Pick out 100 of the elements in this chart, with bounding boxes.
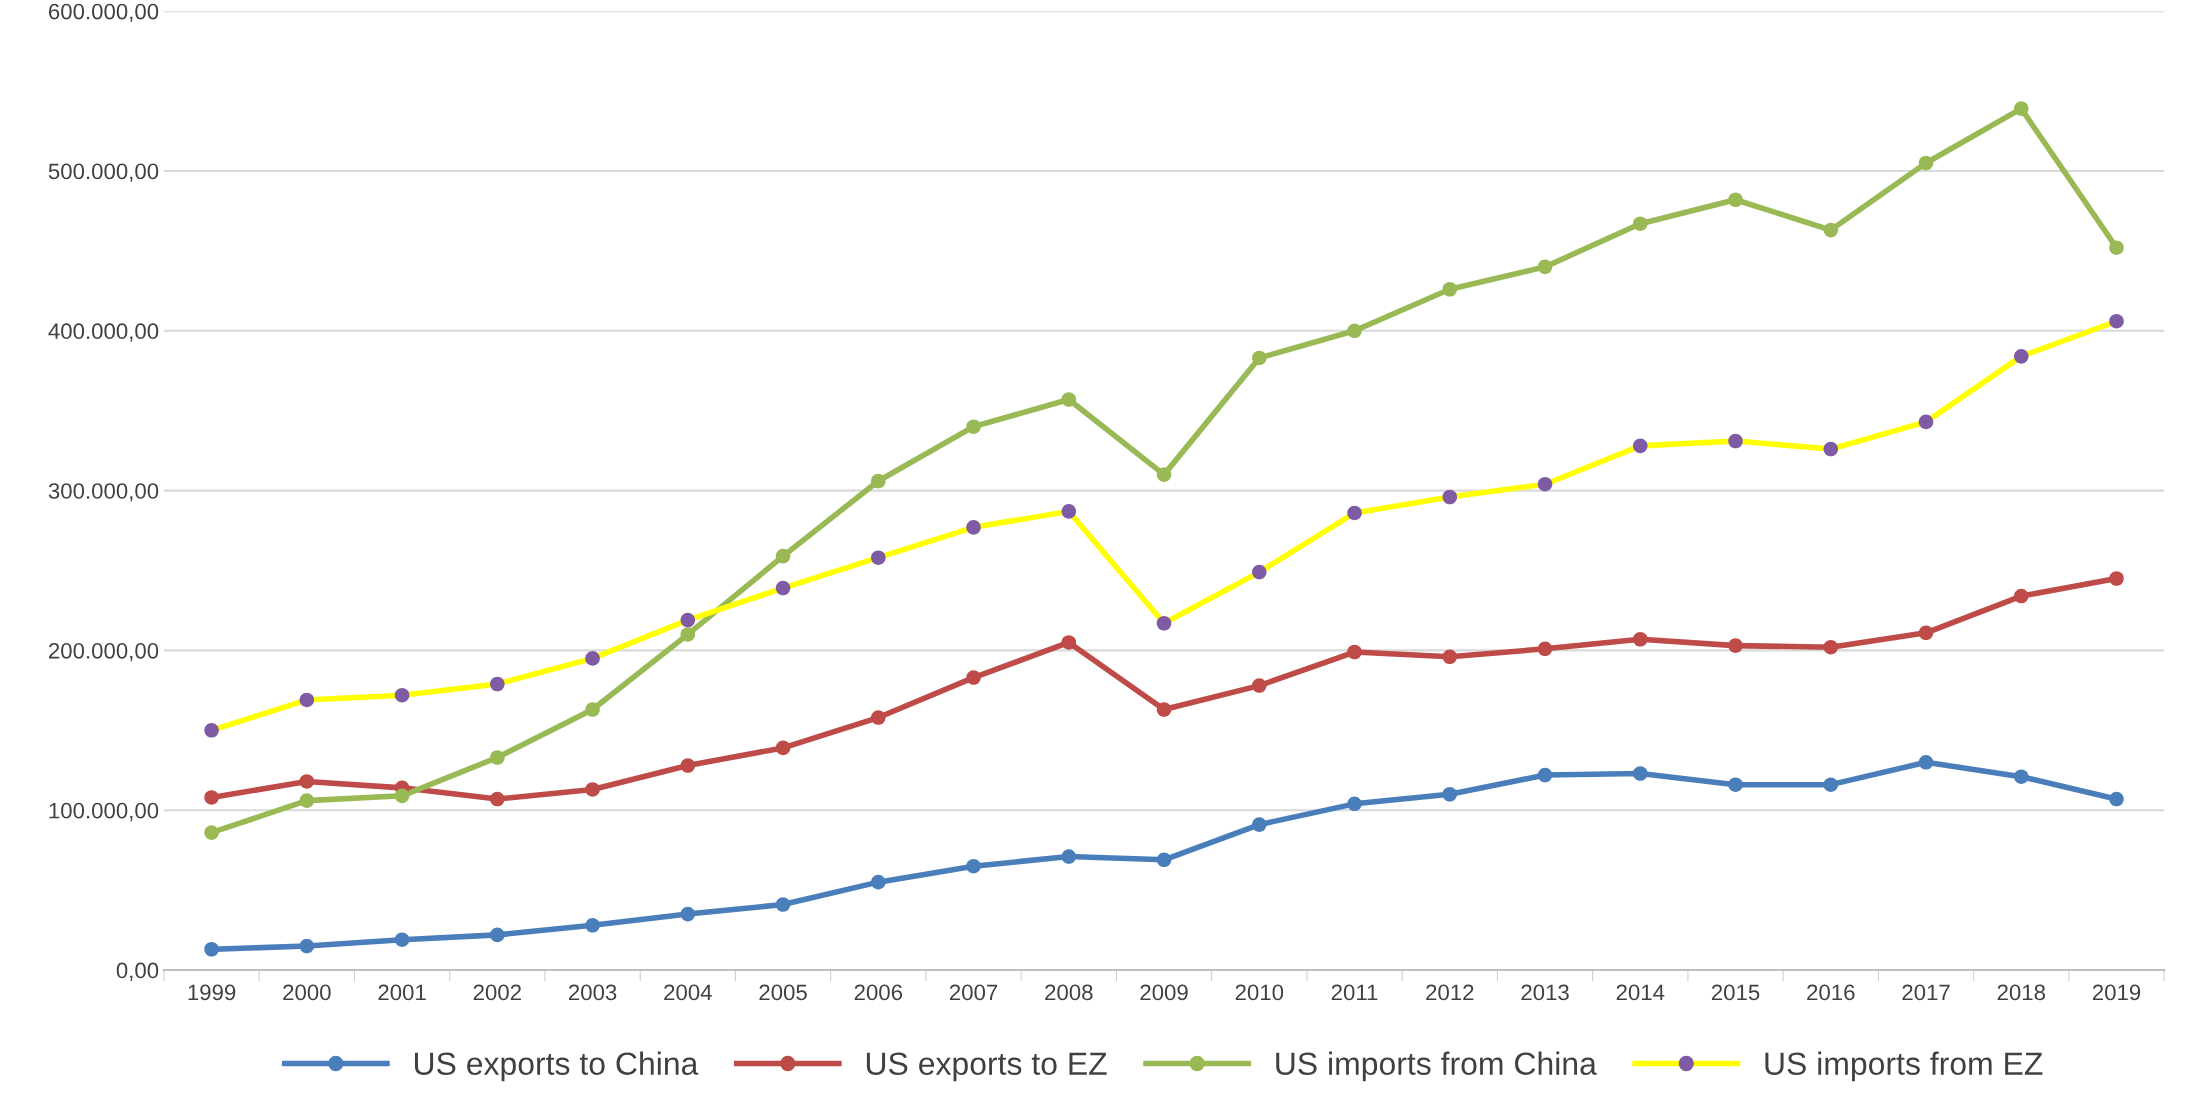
point <box>1728 638 1743 653</box>
point <box>299 692 315 708</box>
point <box>1347 505 1362 521</box>
point <box>1918 625 1934 641</box>
point <box>871 710 886 725</box>
x-tick-label: 2016 <box>1807 984 1855 1001</box>
point <box>299 774 315 789</box>
point <box>966 520 981 535</box>
point <box>680 758 696 773</box>
point <box>1442 281 1458 297</box>
x-tick-label: 2018 <box>1997 984 2046 1001</box>
x-tick-label: 2009 <box>1140 984 1188 1001</box>
y-tick-label: 400.000,00 <box>48 323 159 342</box>
point <box>394 788 410 804</box>
point <box>394 687 410 703</box>
point <box>1823 222 1839 238</box>
point <box>1823 441 1839 457</box>
point <box>1252 350 1267 366</box>
x-tick-label: 2015 <box>1711 984 1760 1001</box>
point <box>871 874 886 890</box>
point <box>204 790 219 805</box>
point <box>1061 849 1077 864</box>
x-tick-label: 2001 <box>378 984 426 1001</box>
point <box>966 419 981 434</box>
point <box>680 627 696 642</box>
y-tick-label: 0,00 <box>116 962 159 981</box>
point <box>585 782 600 797</box>
point <box>871 473 886 489</box>
x-tick-label: 2012 <box>1426 984 1474 1001</box>
x-tick-label: 2007 <box>949 984 998 1001</box>
y-tick-label: 100.000,00 <box>49 802 159 822</box>
x-tick-label: 2004 <box>664 984 712 1001</box>
point <box>2109 313 2124 329</box>
x-tick-label: 2003 <box>568 984 617 1001</box>
point <box>1823 777 1839 792</box>
x-tick-label: 2014 <box>1616 984 1665 1001</box>
x-tick-label: 2013 <box>1521 984 1569 1001</box>
x-tick-label: 1999 <box>188 984 236 1001</box>
point <box>1252 817 1267 832</box>
point <box>1632 766 1648 781</box>
point <box>1156 467 1172 482</box>
point <box>966 858 981 874</box>
point <box>490 927 505 943</box>
point <box>680 612 696 628</box>
point <box>394 932 410 947</box>
point <box>2013 349 2029 364</box>
point <box>1061 635 1077 650</box>
point <box>2109 571 2124 586</box>
point <box>1252 678 1267 693</box>
point <box>2013 588 2029 604</box>
x-tick-label: 2008 <box>1045 984 1093 1001</box>
point <box>2013 101 2029 116</box>
point <box>775 740 791 756</box>
point <box>490 750 505 765</box>
point <box>1728 777 1743 792</box>
point <box>1632 216 1648 231</box>
point <box>1156 702 1172 717</box>
x-tick-label: 2006 <box>854 984 903 1001</box>
point <box>2109 791 2124 807</box>
legend-label: US imports from EZ <box>1765 1051 2043 1082</box>
point <box>1347 323 1362 339</box>
y-tick-label: 500.000,00 <box>48 163 159 182</box>
point <box>1347 796 1362 812</box>
y-tick-label: 200.000,00 <box>49 642 159 662</box>
point <box>1442 786 1458 802</box>
x-tick-label: 2017 <box>1902 984 1950 1001</box>
point <box>775 580 791 596</box>
point <box>775 897 791 912</box>
y-tick-label: 600.000,00 <box>49 3 159 23</box>
point <box>1728 192 1743 208</box>
point <box>1061 392 1077 407</box>
point <box>2013 769 2029 784</box>
point <box>1918 414 1934 430</box>
point <box>1918 755 1934 770</box>
point <box>1537 641 1553 657</box>
point <box>1252 564 1267 580</box>
x-tick-label: 2002 <box>473 984 521 1001</box>
point <box>1918 155 1934 171</box>
point <box>1347 644 1362 660</box>
point <box>1442 649 1458 665</box>
x-tick-label: 2010 <box>1235 984 1284 1001</box>
point <box>1537 476 1553 492</box>
point <box>204 941 219 957</box>
legend-label: US exports to EZ <box>866 1052 1107 1082</box>
point <box>1632 631 1648 647</box>
point <box>1728 433 1743 449</box>
point <box>490 791 505 807</box>
point <box>585 918 600 933</box>
point <box>1632 438 1648 454</box>
point <box>1442 489 1458 505</box>
point <box>1537 259 1553 275</box>
point <box>204 723 219 738</box>
y-tick-label: 300.000,00 <box>48 483 159 502</box>
x-tick-label: 2000 <box>283 984 331 1001</box>
x-tick-label: 2005 <box>759 984 807 1001</box>
point <box>775 548 791 564</box>
x-tick-label: 2019 <box>2092 984 2141 1001</box>
point <box>299 793 315 808</box>
point <box>680 906 696 922</box>
point <box>204 825 219 840</box>
